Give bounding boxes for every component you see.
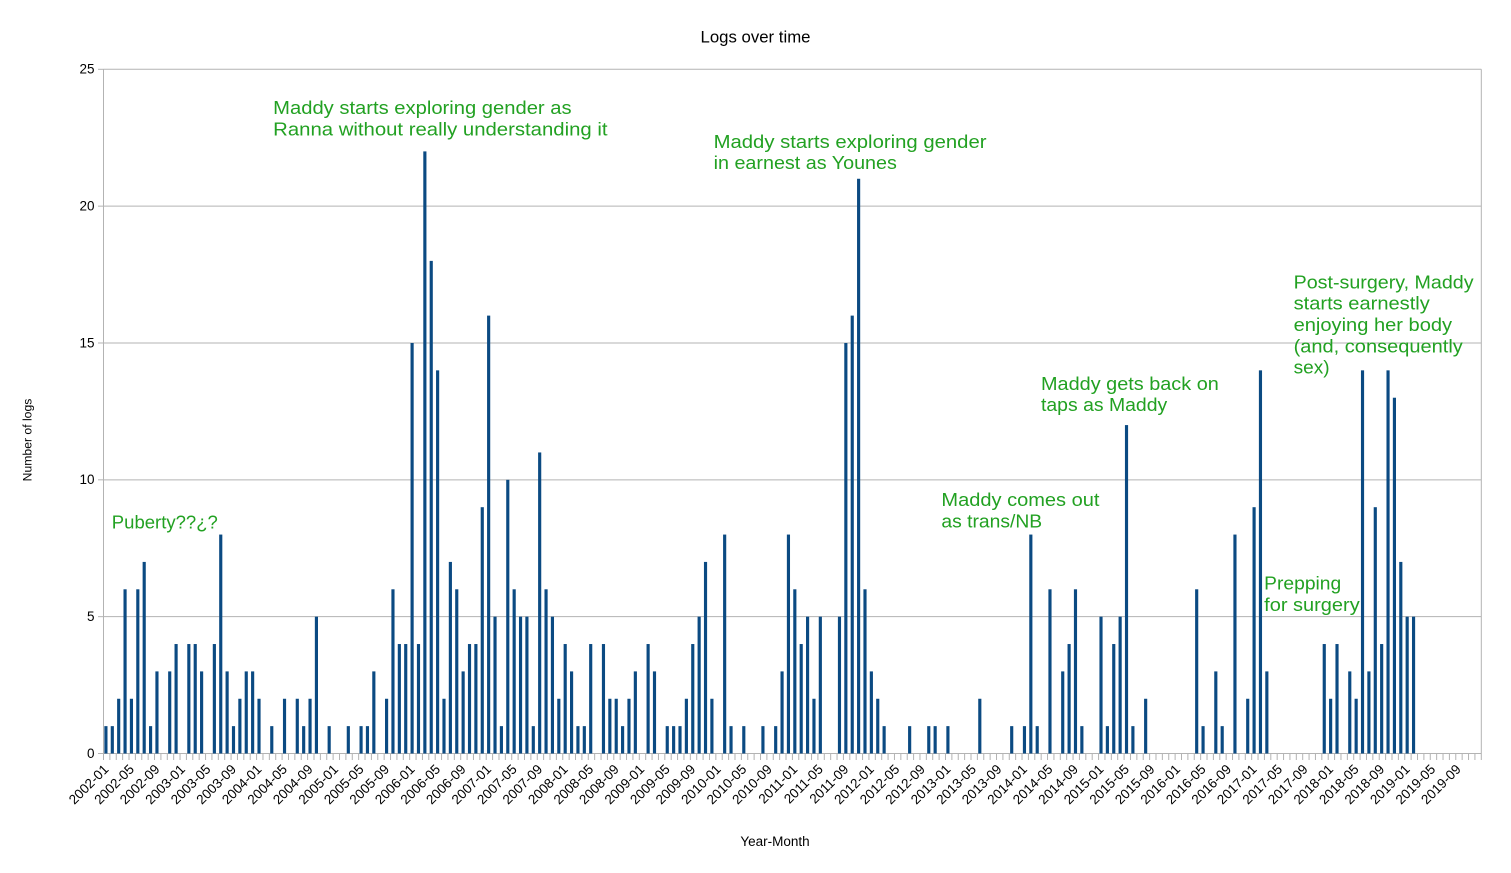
svg-text:5: 5 (87, 609, 95, 624)
svg-text:Maddy starts exploring gender: Maddy starts exploring gender (714, 132, 987, 152)
svg-text:Puberty??¿?: Puberty??¿? (112, 513, 218, 533)
svg-text:Maddy starts exploring gender: Maddy starts exploring gender as (273, 98, 571, 118)
svg-text:0: 0 (87, 746, 95, 761)
svg-text:enjoying her body: enjoying her body (1294, 315, 1453, 335)
svg-text:25: 25 (79, 62, 94, 77)
svg-text:10: 10 (79, 472, 94, 487)
svg-text:taps as Maddy: taps as Maddy (1041, 395, 1167, 415)
svg-text:Ranna without really understan: Ranna without really understanding it (273, 119, 607, 139)
svg-text:Year-Month: Year-Month (740, 834, 809, 849)
svg-text:Logs over time: Logs over time (701, 29, 811, 47)
svg-text:as trans/NB: as trans/NB (941, 512, 1042, 532)
svg-text:Maddy comes out: Maddy comes out (941, 490, 1099, 510)
svg-text:15: 15 (79, 335, 94, 350)
svg-text:Number of logs: Number of logs (21, 399, 35, 482)
svg-text:(and, consequently: (and, consequently (1294, 336, 1463, 356)
svg-text:20: 20 (79, 199, 94, 214)
svg-text:for surgery: for surgery (1264, 595, 1360, 615)
svg-text:Prepping: Prepping (1264, 574, 1341, 594)
svg-text:sex): sex) (1294, 358, 1330, 378)
svg-text:starts earnestly: starts earnestly (1294, 294, 1430, 314)
svg-text:Maddy gets back on: Maddy gets back on (1041, 374, 1219, 394)
svg-text:in earnest as Younes: in earnest as Younes (714, 153, 897, 173)
svg-text:Post-surgery, Maddy: Post-surgery, Maddy (1294, 272, 1474, 292)
